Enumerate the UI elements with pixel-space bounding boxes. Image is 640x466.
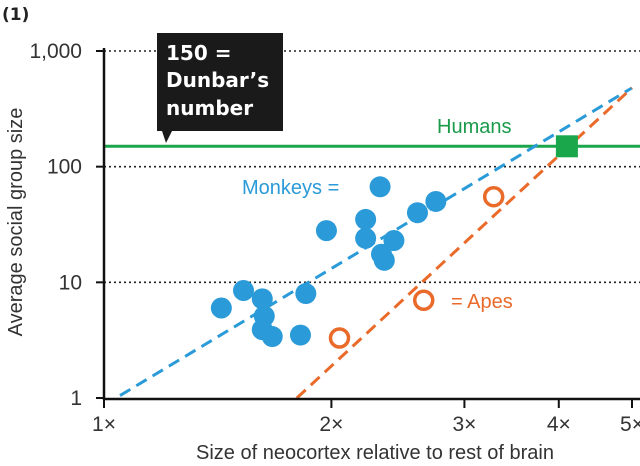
- dunbar-callout: 150 = Dunbar’s number: [157, 33, 283, 143]
- x-tick-label: 2×: [319, 413, 343, 436]
- monkeys-point: [369, 176, 391, 198]
- monkeys-point: [261, 326, 283, 348]
- monkeys-point: [355, 227, 377, 249]
- x-ticks: 1× 2× 3× 4× 5×: [92, 399, 640, 436]
- gridlines: [104, 50, 640, 284]
- callout-line-3: number: [166, 96, 253, 120]
- apes-point: [412, 289, 435, 312]
- y-axis-label: Average social group size: [5, 108, 27, 337]
- x-axis-label: Size of neocortex relative to rest of br…: [196, 442, 554, 464]
- y-tick-label: 10: [59, 271, 82, 294]
- monkeys-point: [251, 288, 273, 310]
- monkeys-point: [425, 190, 447, 212]
- y-tick-label: 1,000: [29, 40, 82, 63]
- monkeys-point: [383, 229, 405, 251]
- apes-point: [328, 327, 351, 349]
- monkeys-point: [233, 279, 255, 301]
- y-tick-label: 1: [70, 387, 82, 410]
- y-tick-label: 100: [47, 156, 82, 179]
- monkeys-trend-line: [119, 86, 633, 397]
- monkeys-point: [373, 249, 395, 271]
- apes-point: [482, 185, 505, 208]
- humans-point: [555, 135, 578, 158]
- callout-box: [157, 33, 283, 131]
- panel-label: (1): [2, 5, 29, 25]
- x-tick-label: 1×: [92, 413, 116, 436]
- callout-line-2: Dunbar’s: [166, 68, 269, 92]
- x-tick-label: 4×: [547, 413, 571, 436]
- monkeys-point: [315, 220, 337, 242]
- y-ticks: 1 10 100 1,000: [29, 40, 104, 410]
- humans-label: Humans: [437, 116, 511, 138]
- monkeys-legend-label: Monkeys =: [242, 177, 339, 199]
- monkeys-point: [289, 324, 311, 346]
- monkeys-point: [210, 297, 232, 319]
- data-points: [210, 135, 578, 349]
- apes-legend-label: = Apes: [451, 291, 513, 313]
- callout-line-1: 150 =: [166, 41, 231, 65]
- x-tick-label: 3×: [452, 413, 476, 436]
- monkeys-point: [406, 202, 428, 224]
- monkeys-point: [355, 208, 377, 230]
- monkeys-point: [295, 283, 317, 305]
- x-tick-label: 5×: [620, 413, 640, 436]
- trend-lines: [119, 86, 634, 400]
- callout-pointer: [162, 131, 172, 143]
